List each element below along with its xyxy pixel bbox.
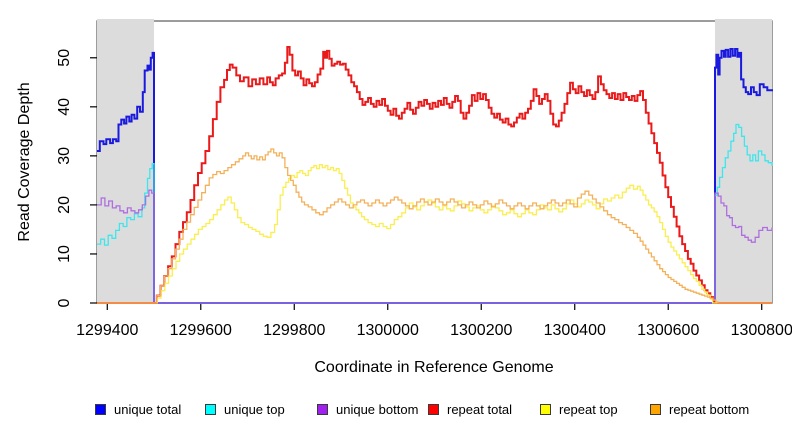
shaded-region <box>97 19 155 303</box>
x-tick-label: 1299800 <box>263 322 325 339</box>
x-tick-label: 1300200 <box>450 322 512 339</box>
shaded-region <box>714 19 772 303</box>
x-tick-label: 1300600 <box>637 322 699 339</box>
y-axis-title: Read Coverage Depth <box>16 82 33 242</box>
y-tick-label: 40 <box>56 98 73 116</box>
series-line-unique-top <box>97 123 773 304</box>
series-line-unique-bottom <box>97 189 773 304</box>
y-tick-label: 30 <box>56 147 73 165</box>
x-tick-label: 1299400 <box>76 322 138 339</box>
x-tick-label: 1300000 <box>357 322 419 339</box>
x-tick-label: 1300400 <box>544 322 606 339</box>
y-tick-label: 20 <box>56 196 73 214</box>
plot-border <box>96 20 773 304</box>
y-tick-label: 0 <box>56 298 73 307</box>
y-tick-label: 10 <box>56 245 73 263</box>
series-line-unique-total <box>97 48 773 304</box>
series-line-repeat-top <box>97 164 772 304</box>
x-axis-title: Coordinate in Reference Genome <box>314 359 554 376</box>
series-line-repeat-total <box>97 46 772 304</box>
y-tick-label: 50 <box>56 49 73 67</box>
x-tick-label: 1300800 <box>731 322 792 339</box>
x-tick-label: 1299600 <box>170 322 232 339</box>
series-line-repeat-bottom <box>97 148 772 304</box>
